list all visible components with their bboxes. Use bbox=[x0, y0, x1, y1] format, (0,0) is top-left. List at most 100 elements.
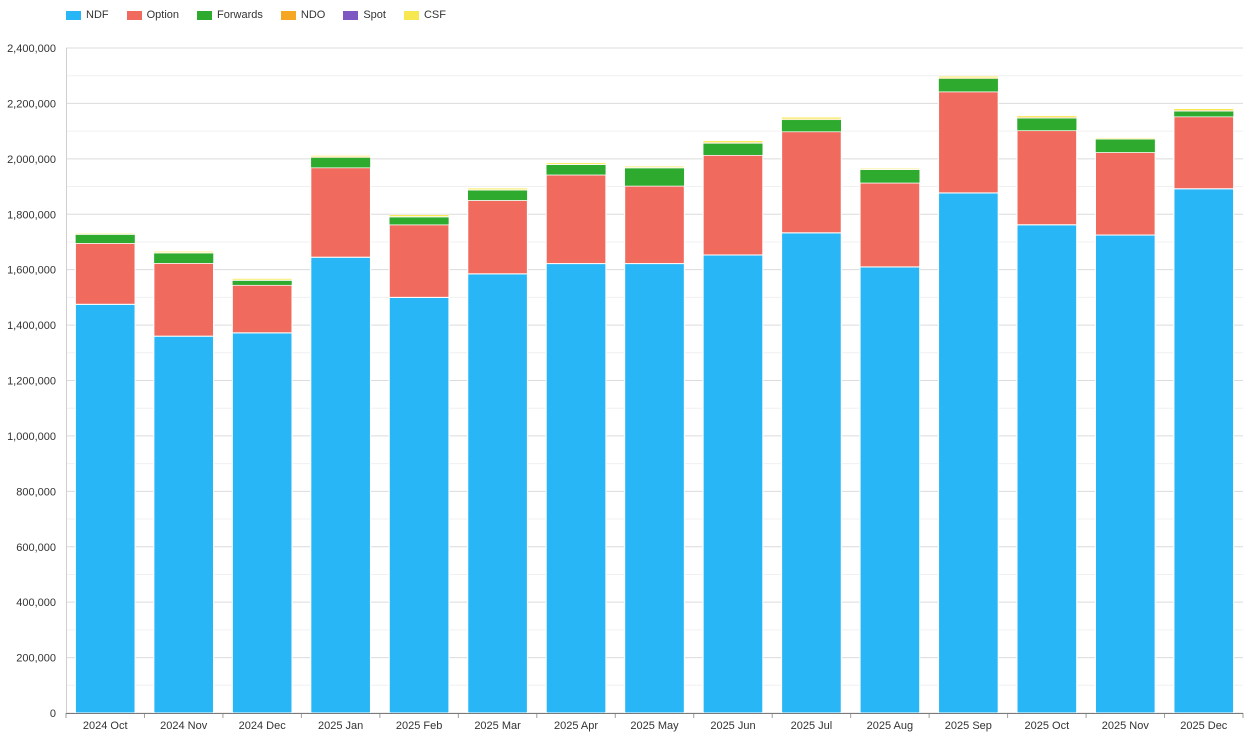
bar-csf[interactable]: 2025 Mar — CSF bbox=[467, 187, 528, 190]
bar-csf[interactable]: 2025 Apr — CSF bbox=[545, 162, 607, 165]
legend-item-forwards[interactable]: Forwards bbox=[197, 9, 263, 21]
legend: NDF Option Forwards NDO Spot CSF bbox=[66, 8, 464, 22]
x-tick-label: 2025 Feb bbox=[396, 720, 442, 732]
bar-option[interactable]: 2025 Mar — Option bbox=[467, 199, 528, 275]
bar-option[interactable]: 2025 Nov — Option bbox=[1094, 151, 1156, 236]
bar-forwards[interactable]: 2024 Oct — Forwards bbox=[75, 234, 136, 244]
bar-ndf[interactable]: 2025 May — NDF bbox=[624, 263, 685, 714]
bar-option[interactable]: 2025 Dec — Option bbox=[1173, 116, 1235, 190]
legend-label: NDO bbox=[300, 9, 326, 21]
bar-ndf[interactable]: 2025 Dec — NDF bbox=[1173, 188, 1235, 714]
y-tick-label: 0 bbox=[50, 708, 56, 720]
legend-swatch bbox=[197, 10, 213, 20]
bar-csf[interactable]: 2024 Oct — CSF bbox=[75, 232, 136, 235]
legend-item-spot[interactable]: Spot bbox=[343, 9, 386, 21]
bar-ndf[interactable]: 2024 Nov — NDF bbox=[153, 335, 215, 714]
bar-csf[interactable]: 2025 Dec — CSF bbox=[1173, 108, 1234, 111]
legend-swatch bbox=[126, 10, 142, 20]
bar-ndf[interactable]: 2025 Jun — NDF bbox=[702, 254, 764, 714]
bar-csf[interactable]: 2025 Jun — CSF bbox=[702, 140, 764, 143]
legend-label: CSF bbox=[423, 9, 446, 21]
bar-option[interactable]: 2025 Jun — Option bbox=[702, 154, 764, 256]
bar-option[interactable]: 2024 Oct — Option bbox=[74, 242, 136, 305]
bar-csf[interactable]: 2025 Aug — CSF bbox=[859, 168, 920, 170]
bar-csf[interactable]: 2025 Oct — CSF bbox=[1016, 115, 1077, 118]
x-tick-label: 2025 May bbox=[630, 720, 679, 732]
bar-forwards[interactable]: 2025 Jul — Forwards bbox=[781, 119, 842, 132]
bar-option[interactable]: 2024 Dec — Option bbox=[231, 284, 293, 334]
bar-option[interactable]: 2025 Apr — Option bbox=[545, 174, 607, 265]
y-tick-label: 2,400,000 bbox=[7, 43, 56, 55]
x-tick-label: 2024 Dec bbox=[239, 720, 287, 732]
bar-option[interactable]: 2025 Feb — Option bbox=[388, 224, 450, 298]
bar-forwards[interactable]: 2025 Jan — Forwards bbox=[310, 157, 371, 168]
x-tick-label: 2025 Nov bbox=[1102, 720, 1150, 732]
x-tick-label: 2024 Nov bbox=[160, 720, 208, 732]
bar-csf[interactable]: 2025 Jan — CSF bbox=[310, 155, 371, 157]
y-tick-label: 600,000 bbox=[16, 542, 56, 554]
bar-ndf[interactable]: 2024 Oct — NDF bbox=[74, 303, 136, 714]
legend-label: Spot bbox=[363, 9, 386, 21]
bar-csf[interactable]: 2025 May — CSF bbox=[624, 166, 685, 168]
bar-forwards[interactable]: 2025 Dec — Forwards bbox=[1173, 110, 1234, 117]
bar-forwards[interactable]: 2025 Nov — Forwards bbox=[1095, 138, 1156, 153]
bar-forwards[interactable]: 2025 May — Forwards bbox=[624, 167, 685, 187]
x-tick-label: 2025 Sep bbox=[945, 720, 992, 732]
bar-ndf[interactable]: 2024 Dec — NDF bbox=[231, 332, 293, 714]
x-tick-label: 2025 Jan bbox=[318, 720, 363, 732]
bar-forwards[interactable]: 2025 Apr — Forwards bbox=[545, 164, 607, 176]
bar-csf[interactable]: 2025 Jul — CSF bbox=[781, 117, 842, 120]
bar-option[interactable]: 2025 Sep — Option bbox=[938, 91, 999, 194]
bar-ndf[interactable]: 2025 Jan — NDF bbox=[310, 256, 371, 714]
bar-ndf[interactable]: 2025 Aug — NDF bbox=[859, 266, 921, 714]
legend-item-ndf[interactable]: NDF bbox=[66, 9, 109, 21]
bar-csf[interactable]: 2025 Sep — CSF bbox=[938, 76, 999, 78]
legend-label: Forwards bbox=[217, 9, 263, 21]
legend-swatch bbox=[403, 10, 419, 20]
x-tick-label: 2025 Mar bbox=[474, 720, 521, 732]
legend-item-ndo[interactable]: NDO bbox=[280, 9, 326, 21]
bar-forwards[interactable]: 2025 Aug — Forwards bbox=[859, 169, 920, 184]
bar-ndf[interactable]: 2025 Jul — NDF bbox=[781, 232, 842, 714]
y-tick-label: 2,000,000 bbox=[7, 154, 56, 166]
bar-ndf[interactable]: 2025 Sep — NDF bbox=[938, 192, 999, 714]
bar-csf[interactable]: 2025 Feb — CSF bbox=[389, 214, 450, 217]
bar-forwards[interactable]: 2024 Nov — Forwards bbox=[153, 252, 214, 264]
bar-option[interactable]: 2025 Aug — Option bbox=[859, 182, 921, 268]
bar-option[interactable]: 2025 Jul — Option bbox=[781, 131, 842, 234]
bar-forwards[interactable]: 2025 Mar — Forwards bbox=[467, 189, 528, 201]
bar-ndf[interactable]: 2025 Nov — NDF bbox=[1094, 234, 1156, 714]
legend-item-csf[interactable]: CSF bbox=[403, 9, 446, 21]
bar-option[interactable]: 2025 Oct — Option bbox=[1016, 130, 1078, 226]
bar-ndf[interactable]: 2025 Feb — NDF bbox=[388, 296, 450, 714]
bar-forwards[interactable]: 2025 Jun — Forwards bbox=[702, 143, 764, 156]
bar-forwards[interactable]: 2024 Dec — Forwards bbox=[232, 280, 293, 286]
x-tick-label: 2025 Oct bbox=[1025, 720, 1070, 732]
legend-swatch bbox=[280, 10, 296, 20]
bar-forwards[interactable]: 2025 Feb — Forwards bbox=[389, 216, 450, 226]
bar-csf[interactable]: 2025 Nov — CSF bbox=[1095, 137, 1156, 139]
x-tick-label: 2025 Aug bbox=[867, 720, 914, 732]
y-tick-label: 1,200,000 bbox=[7, 376, 56, 388]
bar-ndf[interactable]: 2025 Oct — NDF bbox=[1016, 224, 1078, 714]
bar-forwards[interactable]: 2025 Sep — Forwards bbox=[938, 78, 999, 93]
y-tick-label: 1,600,000 bbox=[7, 265, 56, 277]
bar-ndf[interactable]: 2025 Mar — NDF bbox=[467, 273, 528, 714]
legend-label: NDF bbox=[86, 9, 109, 21]
y-tick-label: 400,000 bbox=[16, 597, 56, 609]
bar-option[interactable]: 2025 May — Option bbox=[624, 185, 685, 265]
x-tick-label: 2025 Dec bbox=[1180, 720, 1228, 732]
bar-forwards[interactable]: 2025 Oct — Forwards bbox=[1016, 117, 1077, 131]
legend-item-option[interactable]: Option bbox=[126, 9, 179, 21]
bar-ndf[interactable]: 2025 Apr — NDF bbox=[545, 263, 607, 714]
bars: 2024 Oct — NDF2024 Oct — Option2024 Oct … bbox=[74, 76, 1235, 714]
x-tick-label: 2024 Oct bbox=[83, 720, 128, 732]
bar-option[interactable]: 2024 Nov — Option bbox=[153, 262, 215, 337]
bar-option[interactable]: 2025 Jan — Option bbox=[310, 167, 371, 258]
y-tick-label: 800,000 bbox=[16, 486, 56, 498]
bar-csf[interactable]: 2024 Nov — CSF bbox=[153, 251, 214, 253]
x-tick-label: 2025 Jul bbox=[791, 720, 833, 732]
bar-csf[interactable]: 2024 Dec — CSF bbox=[232, 278, 293, 281]
